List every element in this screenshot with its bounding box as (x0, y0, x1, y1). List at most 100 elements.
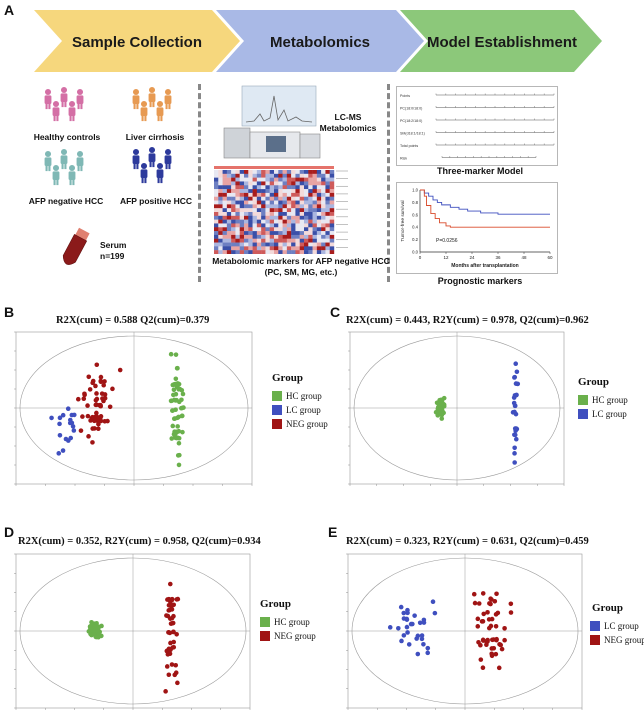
heatmap-cell (329, 219, 335, 224)
heatmap-cell (299, 173, 305, 178)
heatmap-cell (291, 185, 296, 190)
heatmap-cell (248, 212, 253, 217)
heatmap-cell (256, 223, 262, 228)
heatmap-cell (235, 242, 240, 247)
score-point (166, 596, 172, 602)
plot-b-legend-title: Group (272, 372, 303, 384)
score-point (98, 378, 104, 384)
heatmap-cell (312, 223, 318, 228)
heatmap-cell (282, 196, 288, 201)
heatmap-cell (265, 204, 270, 209)
heatmap-cell (269, 250, 275, 254)
score-point (475, 616, 481, 622)
heatmap-cell (252, 212, 258, 217)
heatmap-cell (312, 215, 318, 220)
heatmap-cell (231, 231, 236, 236)
panel-letter-e: E (328, 524, 338, 540)
heatmap-cell (325, 200, 330, 205)
heatmap-cell (218, 192, 223, 197)
heatmap-cell (214, 238, 219, 243)
heatmap-cell (214, 250, 219, 254)
heatmap-cell (274, 238, 279, 243)
heatmap-cell (265, 223, 270, 228)
heatmap-cell (218, 196, 223, 201)
heatmap-cell (304, 231, 309, 236)
heatmap-cell (282, 173, 288, 178)
heatmap-cell (235, 170, 240, 175)
score-point (181, 405, 186, 410)
heatmap-cell (329, 173, 335, 178)
score-point (396, 625, 401, 631)
heatmap-cell (244, 170, 249, 175)
heatmap-cell (226, 215, 232, 220)
score-point (164, 613, 169, 618)
heatmap-cell (214, 208, 219, 213)
score-point (171, 639, 177, 645)
heatmap-cell (291, 219, 296, 224)
score-point (80, 414, 85, 419)
heatmap-cell (316, 238, 322, 243)
heatmap-cell (312, 170, 318, 175)
heatmap-cell (329, 185, 335, 190)
panel-letter-c: C (330, 304, 341, 320)
score-point (175, 424, 180, 429)
score-point (471, 591, 477, 597)
plot-e-scores (346, 553, 583, 710)
km-x-tick: 48 (521, 255, 527, 260)
heatmap-cell (248, 192, 253, 197)
heatmap-cell (278, 189, 283, 194)
score-point (105, 418, 110, 424)
heatmap-cell (265, 208, 270, 213)
heatmap-cell (235, 185, 240, 190)
heatmap-cell (321, 177, 326, 182)
heatmap-cell (329, 215, 335, 220)
score-point (405, 610, 410, 616)
heatmap-cell (308, 177, 313, 182)
plot-d-legend-title: Group (260, 598, 291, 610)
heatmap-cell (256, 196, 262, 201)
heatmap-cell (282, 231, 288, 236)
score-point (63, 436, 69, 442)
heatmap-cell (256, 219, 262, 224)
score-point (512, 451, 517, 456)
score-point (401, 633, 407, 638)
score-point (485, 639, 490, 644)
heatmap-cell (235, 231, 240, 236)
heatmap-cell (235, 212, 240, 217)
heatmap-cell (261, 234, 266, 239)
heatmap-cell (286, 173, 292, 178)
heatmap-cell (226, 196, 232, 201)
heatmap-cell (265, 212, 270, 217)
heatmap-cell (316, 215, 322, 220)
heatmap-cell (316, 170, 322, 175)
heatmap-cell (286, 242, 292, 247)
score-point (107, 404, 113, 410)
score-point (489, 651, 494, 657)
score-point (512, 432, 517, 438)
people-icons (44, 86, 172, 186)
heatmap-cell (248, 200, 253, 205)
heatmap-cell (308, 242, 313, 247)
heatmap-cell (286, 170, 292, 175)
heatmap-cell (256, 215, 262, 220)
heatmap-cell (235, 223, 240, 228)
heatmap-cell (265, 200, 270, 205)
heatmap-cell (218, 231, 223, 236)
score-point (102, 395, 108, 401)
heatmap-cell (218, 189, 223, 194)
heatmap-cell (316, 227, 322, 232)
score-point (480, 665, 486, 671)
score-point (475, 624, 481, 629)
score-point (514, 369, 520, 375)
score-point (164, 664, 170, 669)
heatmap-cell (316, 242, 322, 247)
score-point (497, 641, 502, 647)
heatmap-cell (321, 231, 326, 236)
heatmap-cell (295, 242, 300, 247)
heatmap-cell (222, 192, 228, 197)
heatmap-cell (286, 250, 292, 254)
heatmap-cell (295, 204, 300, 209)
heatmap-cell (239, 215, 245, 220)
heatmap-cell (261, 173, 266, 178)
heatmap-cell (256, 177, 262, 182)
